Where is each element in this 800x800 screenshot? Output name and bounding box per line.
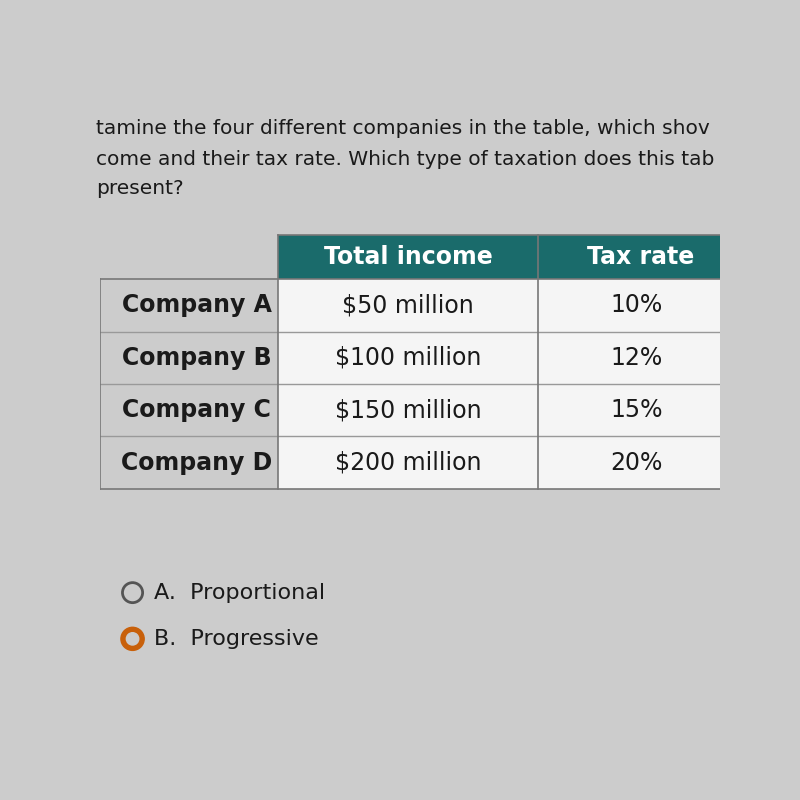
Text: Tax rate: Tax rate [587, 245, 694, 269]
Text: $200 million: $200 million [335, 450, 482, 474]
Text: $50 million: $50 million [342, 294, 474, 318]
Text: 10%: 10% [610, 294, 663, 318]
Text: Company B: Company B [122, 346, 272, 370]
Circle shape [121, 627, 144, 650]
Text: Total income: Total income [324, 245, 493, 269]
Text: 15%: 15% [610, 398, 663, 422]
Text: come and their tax rate. Which type of taxation does this tab: come and their tax rate. Which type of t… [96, 150, 714, 169]
Text: $100 million: $100 million [335, 346, 482, 370]
Text: tamine the four different companies in the table, which shov: tamine the four different companies in t… [96, 119, 710, 138]
Bar [278, 279, 743, 489]
Text: Company C: Company C [122, 398, 271, 422]
Text: B.  Progressive: B. Progressive [154, 629, 319, 649]
Bar [278, 234, 538, 279]
Text: 20%: 20% [610, 450, 663, 474]
Circle shape [126, 633, 138, 645]
Text: Company A: Company A [122, 294, 272, 318]
Text: 12%: 12% [610, 346, 663, 370]
Text: Company D: Company D [122, 450, 273, 474]
Bar [538, 234, 743, 279]
Bar [100, 279, 278, 489]
Text: present?: present? [96, 179, 184, 198]
Text: A.  Proportional: A. Proportional [154, 582, 326, 602]
Text: $150 million: $150 million [334, 398, 482, 422]
